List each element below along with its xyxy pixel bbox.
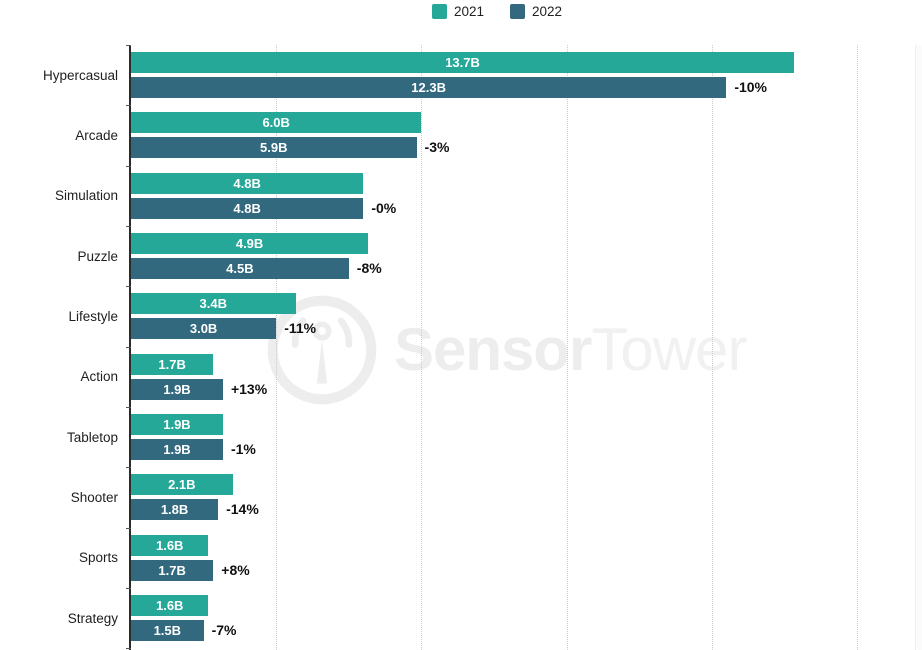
change-label: -10% — [734, 79, 767, 95]
category-label: Arcade — [75, 127, 118, 143]
bar-2021[interactable]: 1.6B — [131, 534, 209, 556]
legend-swatch — [510, 4, 525, 19]
bar-2022[interactable]: 4.8B — [131, 197, 364, 219]
change-label: -1% — [230, 440, 256, 457]
bar-2022[interactable]: 1.7B — [131, 559, 214, 581]
bar-value-2022: 4.8B — [233, 200, 261, 216]
category-row: Tabletop 1.9B 1.9B -1% — [67, 407, 920, 467]
bar-value-2021: 1.9B — [163, 416, 191, 432]
category-row: Arcade 6.0B 5.9B -3% — [75, 105, 920, 165]
category-label: Strategy — [67, 610, 118, 626]
change-label: -7% — [211, 621, 237, 638]
bar-2021[interactable]: 1.9B — [131, 413, 223, 435]
bar-2022[interactable]: 1.9B — [131, 438, 223, 460]
axis-tick — [126, 225, 131, 227]
bar-value-2021: 1.6B — [155, 597, 184, 613]
legend-label: 2021 — [453, 4, 484, 19]
bar-value-2022: 5.9B — [260, 140, 288, 156]
category-label: Simulation — [54, 188, 118, 204]
gridline-9B — [566, 45, 568, 650]
bar-value-2022: 1.9B — [163, 441, 191, 457]
category-label: Sports — [78, 550, 118, 566]
bar-2022[interactable]: 5.9B — [131, 137, 417, 159]
category-row: Hypercasual 13.7B 12.3B -10% — [43, 45, 920, 105]
axis-tick — [126, 45, 131, 46]
bar-value-2022: 3.0B — [189, 321, 218, 337]
bar-value-2022: 1.7B — [158, 562, 186, 578]
bar-2022[interactable]: 12.3B — [131, 77, 727, 98]
bar-2021[interactable]: 3.4B — [131, 293, 296, 315]
bar-value-2022: 12.3B — [411, 80, 446, 95]
change-label: +8% — [221, 561, 250, 578]
category-label: Hypercasual — [42, 67, 118, 83]
bar-value-2021: 6.0B — [262, 115, 290, 131]
bar-2021[interactable]: 6.0B — [131, 112, 422, 134]
axis-tick — [126, 346, 131, 348]
axis-tick — [126, 105, 131, 107]
change-label: +13% — [230, 380, 268, 397]
bar-value-2021: 1.7B — [158, 356, 186, 372]
bar-value-2022: 1.5B — [153, 622, 182, 638]
axis-tick — [126, 467, 131, 469]
category-label: Lifestyle — [68, 308, 118, 324]
bar-2022[interactable]: 1.8B — [131, 499, 219, 521]
bar-value-2021: 4.9B — [235, 235, 264, 251]
bar-2022[interactable]: 4.5B — [131, 257, 349, 279]
bar-value-2022: 4.5B — [226, 260, 254, 276]
bar-value-2021: 3.4B — [199, 296, 227, 312]
bar-2021[interactable]: 13.7B — [131, 52, 795, 73]
category-label: Action — [80, 369, 118, 385]
plot-right-edge — [915, 45, 922, 650]
bar-2022[interactable]: 1.5B — [131, 619, 204, 641]
category-row: Sports 1.6B 1.7B +8% — [79, 528, 920, 588]
axis-tick — [126, 406, 131, 408]
bar-value-2021: 2.1B — [168, 477, 196, 493]
legend-item[interactable]: 2022 — [510, 4, 562, 19]
change-label: -14% — [226, 501, 259, 518]
gridline-6B — [421, 45, 423, 650]
bar-value-2021: 13.7B — [445, 55, 480, 70]
bar-2021[interactable]: 4.8B — [131, 172, 364, 194]
category-row: Simulation 4.8B 4.8B -0% — [55, 166, 920, 226]
category-row: Shooter 2.1B 1.8B -14% — [71, 467, 920, 527]
axis-tick — [126, 527, 131, 529]
bar-2021[interactable]: 4.9B — [131, 232, 369, 254]
axis-tick — [126, 165, 131, 167]
bar-value-2021: 4.8B — [233, 175, 261, 191]
legend: 2021 2022 — [0, 4, 922, 19]
bar-value-2022: 1.8B — [160, 502, 189, 518]
legend-swatch — [431, 4, 447, 19]
bar-2021[interactable]: 2.1B — [131, 474, 233, 496]
bar-value-2022: 1.9B — [163, 381, 191, 397]
category-row: Strategy 1.6B 1.5B -7% — [68, 588, 920, 648]
plot-area: Hypercasual 13.7B 12.3B -10% Arcade 6.0B… — [43, 45, 920, 650]
axis-tick — [126, 587, 131, 589]
change-label: -8% — [356, 259, 382, 276]
bar-2022[interactable]: 1.9B — [131, 378, 223, 400]
category-label: Shooter — [70, 489, 118, 505]
gridline-12B — [711, 45, 713, 650]
change-label: -11% — [284, 320, 317, 337]
bar-2021[interactable]: 1.7B — [131, 353, 214, 375]
category-row: Puzzle 4.9B 4.5B -8% — [77, 226, 920, 286]
bar-2021[interactable]: 1.6B — [131, 594, 209, 616]
axis-tick — [126, 648, 131, 650]
legend-label: 2022 — [532, 4, 563, 19]
category-row: Lifestyle 3.4B 3.0B -11% — [68, 286, 920, 346]
bar-value-2021: 1.6B — [155, 537, 184, 553]
category-label: Puzzle — [77, 248, 118, 264]
change-label: -3% — [424, 139, 450, 156]
bar-2022[interactable]: 3.0B — [131, 318, 277, 340]
category-row: Action 1.7B 1.9B +13% — [80, 347, 920, 407]
change-label: -0% — [371, 199, 397, 216]
legend-item[interactable]: 2021 — [431, 4, 484, 19]
gridline-15B — [857, 45, 858, 650]
axis-tick — [126, 286, 131, 288]
category-label: Tabletop — [66, 429, 118, 445]
